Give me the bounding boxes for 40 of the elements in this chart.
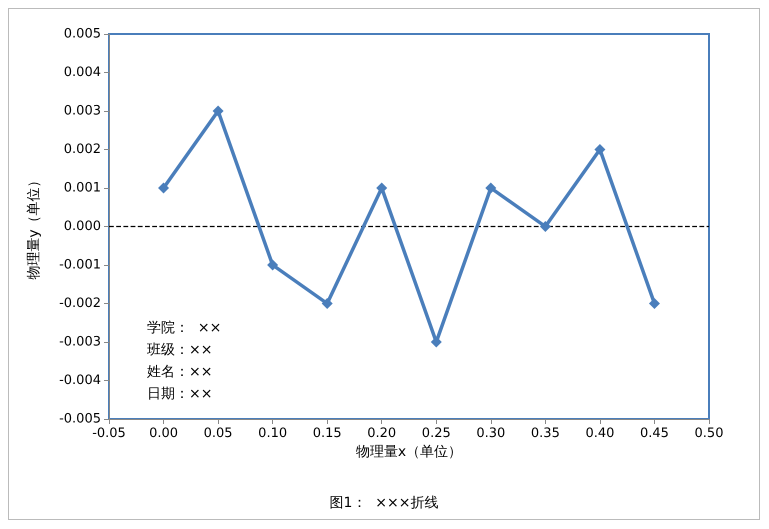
x-tick-label: 0.30 <box>476 426 506 441</box>
point <box>212 106 224 116</box>
point <box>376 182 388 194</box>
y-tick-label: -0.002 <box>59 296 101 311</box>
point <box>322 298 333 309</box>
point <box>267 260 278 270</box>
annotation: 姓名：×× <box>147 364 212 380</box>
y-tick-label: 0.005 <box>64 26 101 42</box>
y-tick-label: 0.000 <box>64 219 101 234</box>
y-tick-label: -0.001 <box>59 258 101 272</box>
x-tick-label: 0.50 <box>694 426 724 441</box>
x-tick-label: 0.45 <box>640 426 669 441</box>
x-tick-label: -0.05 <box>92 426 126 441</box>
x-tick-label: 0.05 <box>204 426 233 441</box>
y-tick-label: 0.003 <box>64 104 101 118</box>
annotation: 学院： ×× <box>147 320 222 336</box>
point <box>594 144 606 155</box>
point <box>648 298 660 309</box>
text: 图1： ×××折线 <box>330 495 438 511</box>
x-tick-label: 0.20 <box>367 426 396 441</box>
point <box>158 182 170 194</box>
y-tick-label: 0.004 <box>64 65 101 80</box>
y-tick-label: -0.004 <box>59 373 101 388</box>
point <box>540 221 551 232</box>
y-tick-label: -0.005 <box>59 412 101 426</box>
point <box>430 336 442 348</box>
y-tick-label: 0.002 <box>64 142 101 157</box>
x-axis-title: 物理量x（单位） <box>356 444 462 460</box>
point <box>485 182 496 194</box>
x-tick-label: 0.25 <box>422 426 451 441</box>
x-tick-label: 0.10 <box>258 426 288 441</box>
y-axis-title: 物理量y（单位） <box>26 173 42 280</box>
x-tick-label: 0.15 <box>312 426 342 441</box>
x-tick-label: 0.00 <box>149 426 178 441</box>
x-tick-label: 0.35 <box>530 426 560 441</box>
x-tick-label: 0.40 <box>585 426 614 441</box>
annotation: 班级：×× <box>147 342 212 358</box>
y-tick-label: 0.001 <box>64 180 101 196</box>
annotation: 日期：×× <box>147 386 212 402</box>
y-tick-label: -0.003 <box>59 334 101 350</box>
